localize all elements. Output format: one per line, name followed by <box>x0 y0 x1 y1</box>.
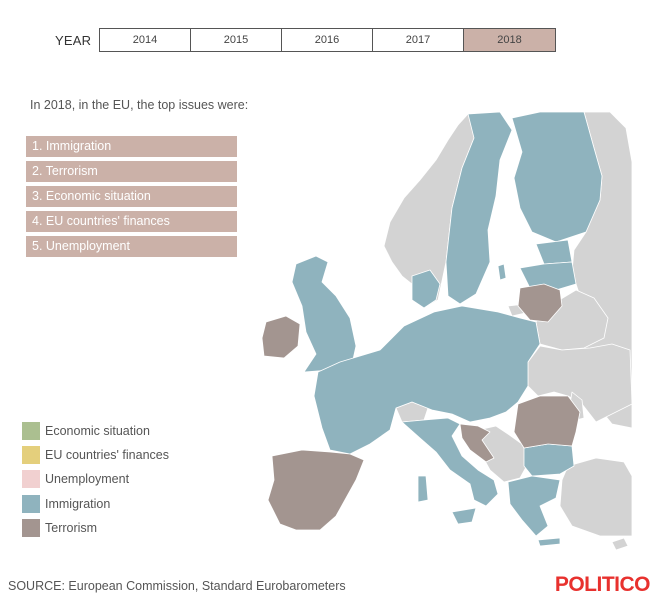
ireland-region <box>261 315 301 359</box>
immigration-countries <box>291 111 603 537</box>
uk-region <box>291 255 357 373</box>
legend-swatch <box>22 445 40 464</box>
sardinia-region <box>417 475 429 503</box>
year-tabs: 2014 2015 2016 2017 2018 <box>99 28 556 52</box>
year-tab-2018[interactable]: 2018 <box>464 29 555 51</box>
year-tab-2016[interactable]: 2016 <box>282 29 373 51</box>
legend-label: Terrorism <box>45 521 98 536</box>
legend-label: Unemployment <box>45 472 130 487</box>
sweden-region <box>445 111 513 305</box>
italy-region <box>401 417 499 507</box>
top-issues-list: 1. Immigration 2. Terrorism 3. Economic … <box>26 136 237 261</box>
legend-swatch <box>22 494 40 513</box>
year-tab-2015[interactable]: 2015 <box>191 29 282 51</box>
cyprus-region <box>611 537 629 551</box>
continental-region <box>313 305 541 455</box>
legend-swatch <box>22 470 40 489</box>
issue-item: 4. EU countries' finances <box>26 211 237 232</box>
year-tab-2014[interactable]: 2014 <box>100 29 191 51</box>
sicily-region <box>451 507 477 525</box>
legend-item: EU countries' finances <box>22 445 169 464</box>
non-eu-regions <box>261 111 633 551</box>
source-note: SOURCE: European Commission, Standard Eu… <box>8 579 346 593</box>
year-tab-2017[interactable]: 2017 <box>373 29 464 51</box>
politico-logo[interactable]: POLITICO <box>554 573 651 596</box>
legend-swatch <box>22 421 40 440</box>
legend-label: Economic situation <box>45 423 150 438</box>
legend-item: Economic situation <box>22 421 169 440</box>
legend-item: Immigration <box>22 494 169 513</box>
turkey-region <box>559 457 633 537</box>
legend-label: Immigration <box>45 496 111 511</box>
ukraine-region <box>527 343 633 423</box>
legend: Economic situation EU countries' finance… <box>22 421 169 543</box>
issue-item: 5. Unemployment <box>26 236 237 257</box>
gotland-island <box>497 263 507 281</box>
legend-item: Unemployment <box>22 470 169 489</box>
intro-text: In 2018, in the EU, the top issues were: <box>30 98 249 112</box>
issue-item: 2. Terrorism <box>26 161 237 182</box>
lithuania-region <box>517 283 563 323</box>
iberia-region <box>267 449 365 531</box>
denmark-region <box>411 269 441 309</box>
crete-island <box>537 537 561 547</box>
year-label: YEAR <box>55 32 92 48</box>
legend-swatch <box>22 519 40 538</box>
europe-map <box>261 111 633 551</box>
iceland-region <box>261 299 265 311</box>
terrorism-countries <box>261 283 581 531</box>
legend-label: EU countries' finances <box>45 447 169 462</box>
issue-item: 3. Economic situation <box>26 186 237 207</box>
finland-region <box>511 111 603 243</box>
croatia-region <box>459 423 495 463</box>
greece-region <box>507 475 561 537</box>
issue-item: 1. Immigration <box>26 136 237 157</box>
islands <box>497 263 561 547</box>
romania-region <box>513 395 581 449</box>
legend-item: Terrorism <box>22 519 169 538</box>
estonia-region <box>535 239 573 265</box>
year-selector: YEAR 2014 2015 2016 2017 2018 <box>55 28 556 52</box>
